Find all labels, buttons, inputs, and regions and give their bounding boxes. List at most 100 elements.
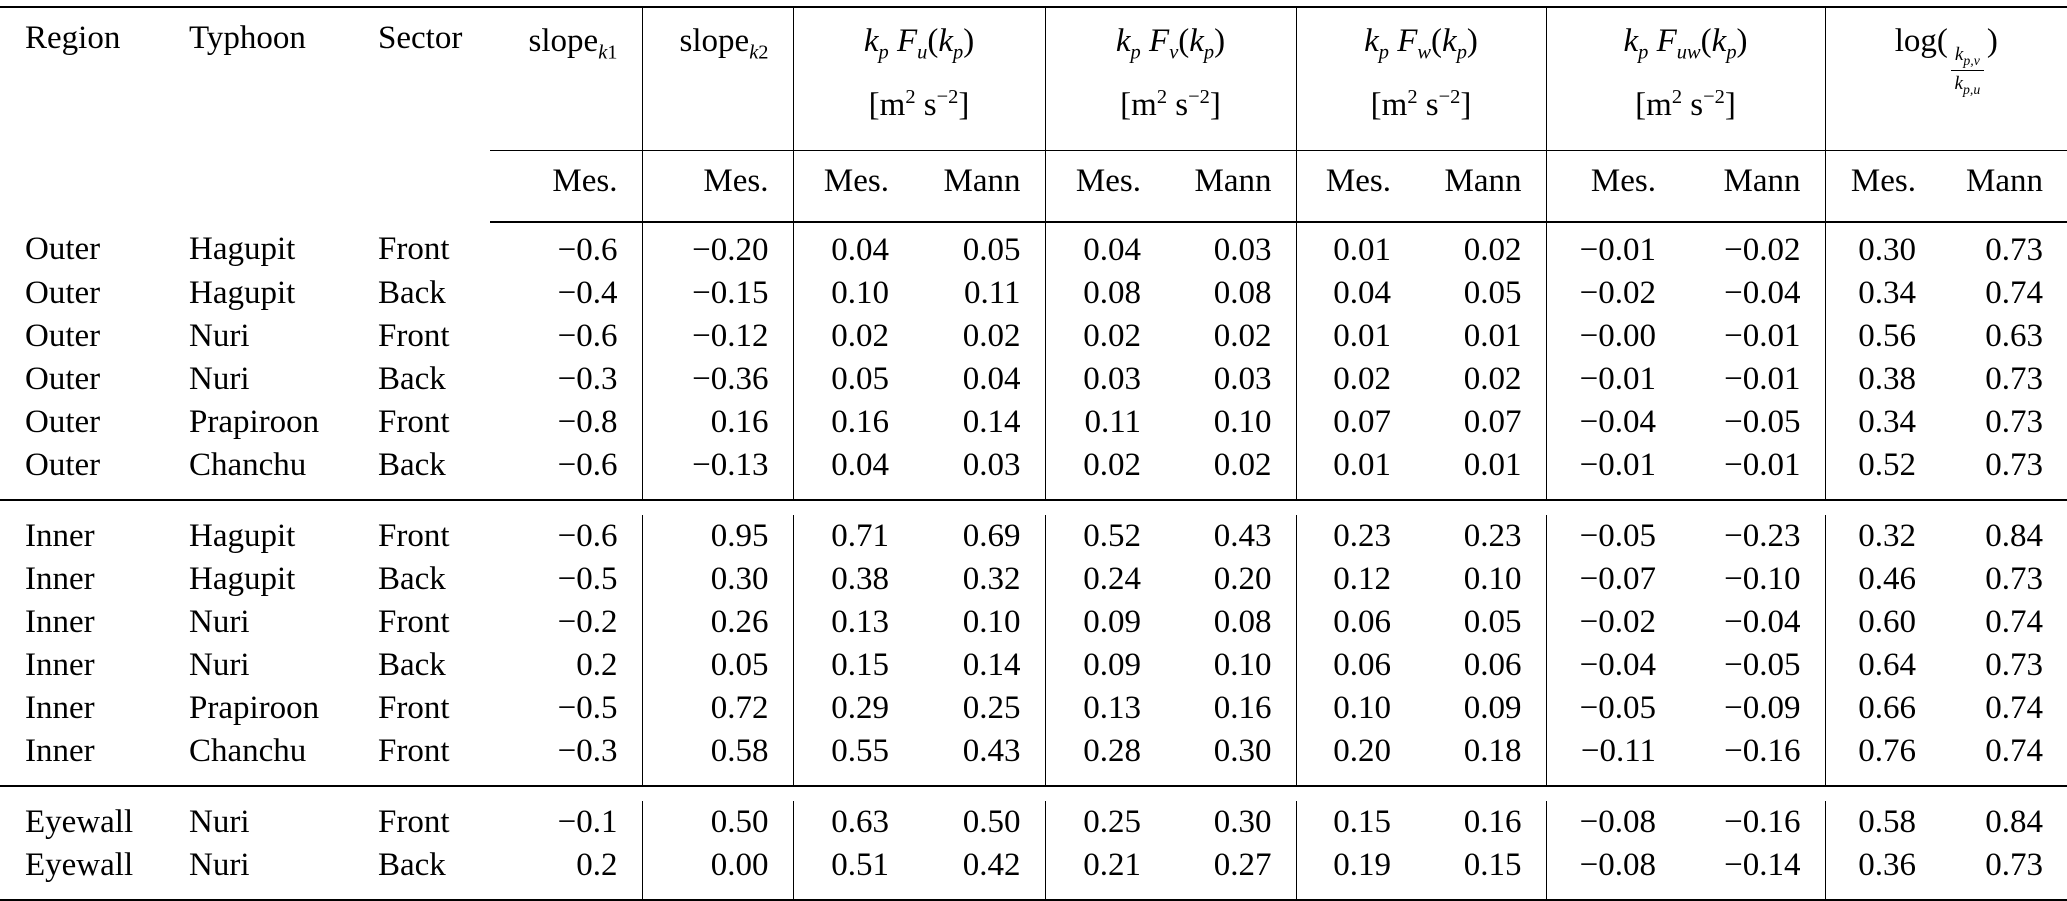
- cell-slope-k1: −0.5: [490, 557, 643, 601]
- cell-log-mann: 0.73: [1985, 231, 2044, 268]
- cell-region: Eyewall: [25, 803, 134, 840]
- cell-typhoon: Hagupit: [189, 231, 296, 268]
- cell-fv-mann: 0.08: [1171, 271, 1297, 315]
- cell-fw-mann: 0.15: [1421, 843, 1547, 900]
- cell-fw-mes: 0.04: [1333, 274, 1392, 311]
- log-math: log(kp,v kp,u): [1894, 23, 1998, 98]
- cell-sector: Front: [378, 689, 450, 726]
- cell-fu-mann: 0.14: [919, 400, 1046, 444]
- cell-fuw-mann: −0.16: [1686, 729, 1826, 786]
- sub-header-log-mann: Mann: [1946, 150, 2067, 223]
- cell-fu-mes: 0.51: [831, 846, 889, 883]
- cell-fv-mes: 0.52: [1083, 517, 1142, 554]
- cell-fw-mes: 0.10: [1333, 689, 1392, 726]
- cell-typhoon: Chanchu: [189, 732, 307, 769]
- cell-slope-k2: −0.12: [642, 314, 794, 358]
- cell-typhoon: Nuri: [189, 646, 250, 683]
- col-group-fuw: kp Fuw(kp) [m2 s−2]: [1546, 7, 1826, 151]
- cell-slope-k1: −0.3: [490, 357, 643, 401]
- cell-sector: Front: [378, 403, 450, 440]
- cell-fv-mes: 0.08: [1083, 274, 1142, 311]
- cell-slope-k1: 0.2: [490, 843, 643, 900]
- cell-slope-k1: 0.2: [490, 643, 643, 687]
- col-header-slope-k2: slopek2: [642, 7, 794, 151]
- table-row: Inner Chanchu Front −0.3 0.58 0.55 0.43 …: [0, 729, 2067, 786]
- cell-fu-mann: 0.43: [919, 729, 1046, 786]
- block-separator: [0, 784, 2067, 801]
- sub-header-fu-mes: Mes.: [793, 150, 919, 223]
- cell-fu-mann: 0.05: [919, 221, 1046, 272]
- cell-region: Inner: [25, 646, 95, 683]
- log-fraction-numerator: kp,v: [1950, 44, 1984, 71]
- col-group-log: log(kp,v kp,u): [1825, 7, 2067, 151]
- cell-typhoon: Nuri: [189, 603, 250, 640]
- cell-region: Outer: [25, 403, 101, 440]
- cell-log-mann: 0.74: [1985, 732, 2044, 769]
- fuw-math: kp Fuw(kp): [1623, 23, 1748, 64]
- sub-header-fuw-mes: Mes.: [1546, 150, 1687, 223]
- cell-fuw-mann: −0.04: [1686, 600, 1826, 644]
- cell-fu-mann: 0.42: [919, 843, 1046, 900]
- cell-fu-mann: 0.14: [919, 643, 1046, 687]
- cell-fw-mes: 0.01: [1333, 446, 1392, 483]
- cell-fuw-mann: −0.05: [1686, 643, 1826, 687]
- cell-fu-mes: 0.16: [831, 403, 889, 440]
- cell-fw-mann: 0.05: [1421, 600, 1547, 644]
- cell-fv-mann: 0.43: [1171, 514, 1297, 558]
- cell-fv-mes: 0.24: [1083, 560, 1142, 597]
- sub-header-fw-mann: Mann: [1421, 150, 1547, 223]
- cell-fuw-mes: −0.01: [1579, 231, 1657, 268]
- cell-fv-mann: 0.08: [1171, 600, 1297, 644]
- col-header-slope-k1: slopek1: [490, 7, 643, 151]
- table-row: Outer Nuri Front −0.6 −0.12 0.02 0.02 0.…: [0, 314, 2067, 358]
- cell-fu-mes: 0.63: [831, 803, 889, 840]
- cell-fv-mann: 0.27: [1171, 843, 1297, 900]
- cell-fu-mes: 0.04: [831, 446, 889, 483]
- cell-fuw-mes: −0.01: [1579, 360, 1657, 397]
- table-row: Outer Prapiroon Front −0.8 0.16 0.16 0.1…: [0, 400, 2067, 444]
- cell-log-mes: 0.32: [1858, 517, 1917, 554]
- table-row: Inner Hagupit Back −0.5 0.30 0.38 0.32 0…: [0, 557, 2067, 601]
- cell-fuw-mann: −0.04: [1686, 271, 1826, 315]
- cell-fuw-mes: −0.07: [1579, 560, 1657, 597]
- table-row: Inner Nuri Back 0.2 0.05 0.15 0.14 0.09 …: [0, 643, 2067, 687]
- header-row-groups: Region Typhoon Sector slopek1 slopek2 kp…: [0, 7, 2067, 151]
- cell-sector: Back: [378, 360, 446, 397]
- cell-sector: Back: [378, 846, 446, 883]
- cell-slope-k1: −0.6: [490, 221, 643, 272]
- cell-slope-k2: 0.58: [642, 729, 794, 786]
- cell-region: Inner: [25, 517, 95, 554]
- cell-fw-mann: 0.09: [1421, 686, 1547, 730]
- cell-slope-k1: −0.4: [490, 271, 643, 315]
- sub-header-fu-mann: Mann: [919, 150, 1046, 223]
- cell-log-mes: 0.36: [1858, 846, 1917, 883]
- cell-log-mann: 0.73: [1985, 446, 2044, 483]
- cell-typhoon: Nuri: [189, 317, 250, 354]
- table-row: Outer Hagupit Front −0.6 −0.20 0.04 0.05…: [0, 221, 2067, 272]
- cell-fv-mes: 0.25: [1083, 803, 1142, 840]
- cell-log-mes: 0.34: [1858, 274, 1917, 311]
- cell-fuw-mann: −0.14: [1686, 843, 1826, 900]
- cell-fv-mes: 0.21: [1083, 846, 1142, 883]
- cell-log-mes: 0.66: [1858, 689, 1917, 726]
- cell-sector: Front: [378, 803, 450, 840]
- cell-fv-mann: 0.30: [1171, 729, 1297, 786]
- log-fraction: kp,v kp,u: [1950, 44, 1984, 98]
- fu-units: [m2 s−2]: [868, 85, 970, 123]
- cell-region: Outer: [25, 446, 101, 483]
- table-row: Eyewall Nuri Back 0.2 0.00 0.51 0.42 0.2…: [0, 843, 2067, 900]
- cell-fw-mes: 0.07: [1333, 403, 1392, 440]
- cell-slope-k2: 0.50: [642, 800, 794, 844]
- col-group-fw: kp Fw(kp) [m2 s−2]: [1296, 7, 1547, 151]
- cell-slope-k2: 0.00: [642, 843, 794, 900]
- cell-log-mann: 0.73: [1985, 403, 2044, 440]
- header-row-methods: Mes. Mes. Mes. Mann Mes. Mann Mes. Mann …: [0, 150, 2067, 223]
- cell-log-mann: 0.73: [1985, 360, 2044, 397]
- cell-sector: Back: [378, 446, 446, 483]
- cell-fv-mann: 0.20: [1171, 557, 1297, 601]
- cell-fw-mes: 0.01: [1333, 231, 1392, 268]
- fu-math: kp Fu(kp): [863, 23, 975, 64]
- cell-slope-k1: −0.5: [490, 686, 643, 730]
- cell-fw-mes: 0.15: [1333, 803, 1392, 840]
- cell-fuw-mann: −0.16: [1686, 800, 1826, 844]
